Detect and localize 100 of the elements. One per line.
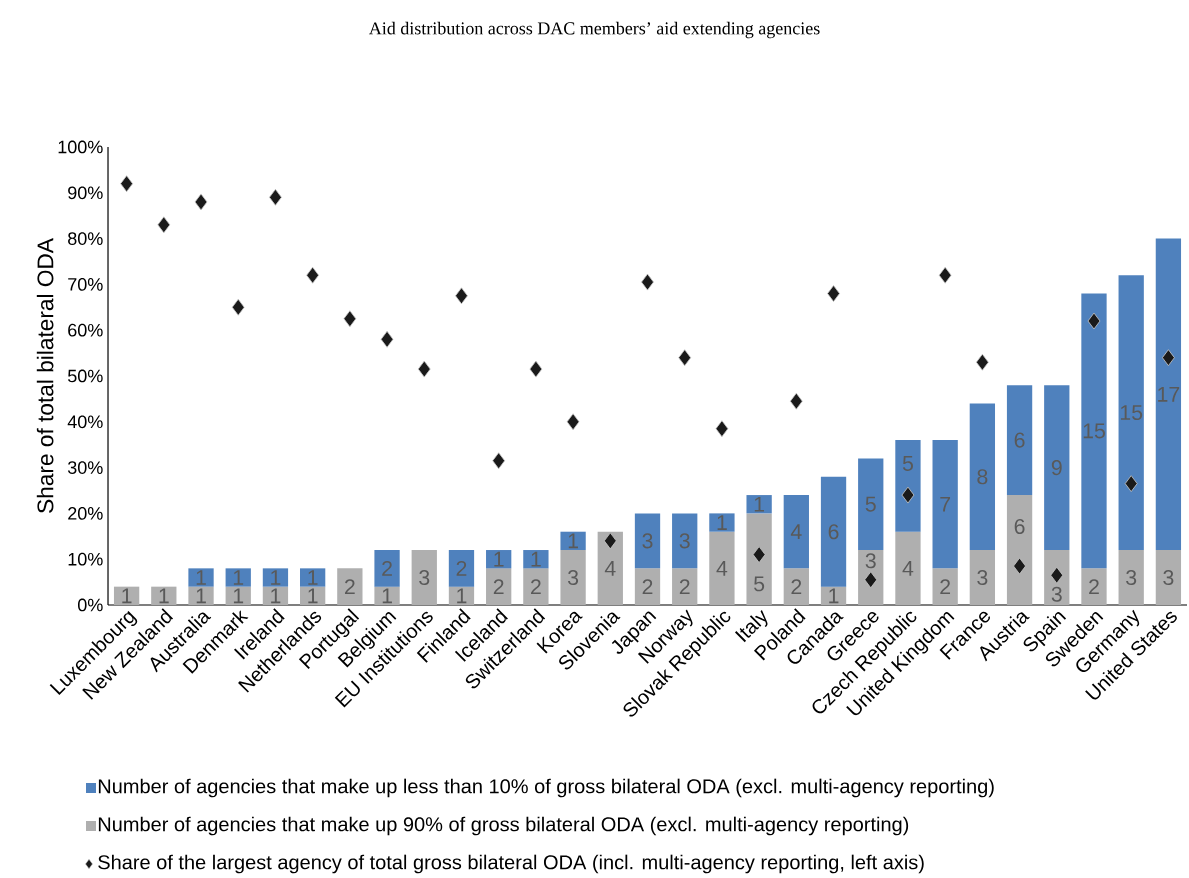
bar [597, 531, 623, 605]
point [566, 413, 580, 431]
data-label: 2 [642, 579, 653, 595]
data-label: 6 [1014, 518, 1025, 534]
point [678, 349, 692, 367]
bar [709, 531, 735, 605]
y-tick-label: 0% [77, 598, 103, 612]
point [938, 266, 952, 284]
bar [858, 550, 884, 605]
data-label: 1 [308, 588, 318, 604]
point [641, 273, 654, 291]
bar [783, 495, 809, 569]
bar [1118, 275, 1144, 551]
bar [1044, 385, 1070, 551]
data-label: 1 [829, 588, 839, 604]
bar [895, 440, 921, 532]
bar [523, 550, 549, 569]
bar [746, 513, 772, 605]
bar [1006, 495, 1033, 605]
data-label: 3 [1051, 586, 1062, 602]
bar [374, 550, 400, 587]
data-label: 9 [1051, 460, 1062, 476]
bar [820, 476, 847, 587]
bar [932, 440, 958, 569]
data-label: 1 [568, 533, 578, 549]
point [1050, 566, 1064, 584]
y-tick-label: 20% [68, 507, 103, 520]
bar [746, 495, 772, 514]
data-label: 15 [1083, 423, 1105, 439]
data-label: 3 [1163, 569, 1174, 586]
point [231, 298, 245, 316]
bar [783, 568, 809, 605]
data-label: 5 [754, 576, 765, 592]
data-label: 5 [865, 496, 876, 512]
bar [858, 458, 884, 551]
data-label: 2 [344, 579, 355, 595]
point [864, 571, 878, 589]
point [1124, 475, 1138, 493]
data-label: 1 [271, 570, 281, 585]
data-label: 1 [233, 588, 244, 604]
y-tick-label: 100% [58, 140, 103, 154]
bar [560, 531, 586, 551]
bar [299, 568, 326, 587]
bar [1081, 568, 1107, 605]
data-label: 1 [196, 570, 206, 585]
data-label: 8 [977, 469, 988, 485]
bar [337, 568, 363, 605]
point [789, 392, 803, 410]
point [380, 330, 394, 348]
y-tick-label: 30% [67, 461, 103, 474]
data-label: 5 [902, 456, 913, 471]
y-tick-label: 40% [67, 415, 103, 429]
data-label: 2 [531, 579, 541, 595]
data-label: 1 [494, 551, 504, 567]
y-tick-label: 90% [68, 186, 103, 200]
bar [932, 568, 958, 605]
bar [969, 550, 996, 605]
point [603, 532, 617, 550]
bar [1155, 238, 1182, 551]
data-label: 1 [382, 588, 392, 604]
bar [225, 568, 251, 587]
data-label: 4 [790, 524, 802, 540]
bar [1155, 550, 1182, 605]
data-label: 1 [122, 588, 132, 604]
y-axis-title: Share of total bilateral ODA [36, 238, 54, 513]
bar [709, 513, 735, 532]
data-label: 1 [531, 551, 541, 567]
bar [895, 531, 921, 605]
data-label: 2 [456, 560, 467, 576]
data-label: 1 [717, 515, 727, 530]
data-label: 1 [233, 570, 244, 585]
data-label: 2 [679, 579, 690, 595]
data-label: 17 [1158, 386, 1180, 402]
y-tick-label: 80% [68, 232, 103, 245]
data-label: 4 [902, 561, 914, 576]
bar [1081, 293, 1107, 569]
data-label: 6 [1014, 432, 1025, 448]
data-label: 4 [716, 561, 728, 576]
data-label: 2 [791, 579, 802, 595]
bar [634, 513, 661, 569]
bar [523, 568, 549, 605]
data-label: 6 [828, 524, 839, 540]
data-label: 3 [679, 533, 690, 549]
bar [672, 513, 698, 569]
point [752, 546, 766, 564]
point [157, 216, 171, 234]
point [306, 266, 320, 284]
y-tick-label: 50% [67, 369, 103, 383]
data-label: 3 [642, 533, 653, 549]
data-label: 1 [308, 570, 318, 585]
point [1087, 312, 1101, 330]
data-label: 2 [493, 579, 504, 595]
legend-label: Share of the largest agency of total gross bilateral ODA (incl. multi-agency reporting, left axis) [98, 854, 924, 874]
legend-label: Number of agencies that make up 90% of gross bilateral ODA (excl. multi-agency reporting) [98, 816, 909, 836]
point [194, 193, 208, 211]
data-label: 2 [940, 579, 951, 595]
y-tick-label: 10% [68, 552, 103, 566]
point [715, 420, 729, 438]
data-label: 4 [604, 561, 616, 576]
data-label: 1 [159, 588, 169, 604]
